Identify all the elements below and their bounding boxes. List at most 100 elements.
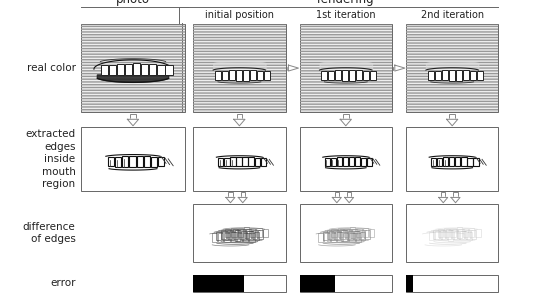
Polygon shape	[395, 65, 405, 71]
Bar	[355, 157, 360, 166]
Bar	[431, 158, 436, 166]
Bar	[81, 127, 185, 191]
Bar	[165, 65, 172, 75]
Bar	[227, 230, 232, 239]
Bar	[193, 127, 286, 191]
Bar	[448, 230, 453, 241]
Bar	[446, 229, 451, 239]
Bar	[108, 157, 114, 166]
Bar	[342, 230, 347, 241]
Bar	[463, 70, 469, 81]
Polygon shape	[333, 197, 342, 203]
Bar	[456, 227, 462, 238]
Text: difference
of edges: difference of edges	[23, 222, 76, 244]
Polygon shape	[226, 197, 235, 203]
Bar	[222, 231, 228, 240]
Bar	[300, 24, 392, 112]
Bar	[452, 229, 458, 239]
Bar	[257, 71, 263, 80]
Bar	[81, 24, 185, 112]
Bar	[321, 71, 328, 80]
Bar	[133, 63, 141, 75]
Bar	[442, 70, 448, 81]
Bar	[236, 157, 241, 166]
Bar	[222, 71, 228, 80]
Bar	[365, 230, 370, 239]
Bar	[323, 232, 328, 240]
Text: error: error	[50, 279, 76, 288]
Bar	[252, 230, 257, 239]
Text: initial position: initial position	[205, 10, 274, 20]
Bar	[333, 230, 339, 239]
Bar	[350, 227, 356, 238]
Bar	[369, 229, 374, 237]
Bar	[356, 234, 361, 242]
Bar	[363, 71, 370, 80]
Bar	[343, 157, 348, 166]
Bar	[287, 67, 288, 70]
Bar	[433, 230, 438, 239]
Bar	[216, 232, 221, 240]
Bar	[141, 64, 148, 75]
Bar	[324, 233, 330, 242]
Bar	[349, 157, 354, 166]
Bar	[151, 157, 157, 167]
Bar	[352, 229, 357, 239]
Text: 1st iteration: 1st iteration	[316, 10, 376, 20]
Bar	[467, 157, 473, 166]
Bar	[456, 70, 462, 81]
Bar	[463, 228, 468, 237]
Bar	[157, 65, 165, 75]
Bar	[258, 230, 263, 239]
Bar	[241, 231, 246, 240]
Bar	[254, 232, 259, 240]
Bar	[224, 233, 230, 242]
Bar	[346, 229, 351, 239]
Polygon shape	[439, 197, 447, 203]
Bar	[475, 229, 480, 237]
Bar	[443, 157, 449, 166]
Bar	[193, 204, 286, 262]
Bar	[461, 157, 466, 166]
Bar	[473, 158, 479, 166]
Bar	[339, 229, 345, 239]
Bar	[363, 228, 368, 237]
Bar	[449, 157, 454, 166]
Bar	[406, 24, 498, 112]
Bar	[193, 275, 244, 292]
Bar	[193, 275, 286, 292]
Bar	[122, 156, 128, 167]
Bar	[361, 157, 366, 166]
Bar	[335, 192, 339, 197]
Bar	[115, 157, 122, 167]
Bar	[437, 157, 442, 166]
Bar	[328, 71, 334, 80]
Bar	[329, 231, 334, 240]
Bar	[338, 228, 343, 237]
Bar	[130, 114, 136, 119]
Polygon shape	[288, 65, 298, 71]
Bar	[243, 70, 249, 81]
Text: rendering: rendering	[317, 0, 375, 6]
Text: photo: photo	[116, 0, 150, 6]
Bar	[300, 275, 392, 292]
Bar	[237, 233, 242, 242]
Bar	[246, 229, 251, 239]
Bar	[337, 232, 342, 242]
Bar	[406, 275, 413, 292]
Bar	[471, 230, 476, 239]
Bar	[230, 157, 236, 166]
Bar	[441, 231, 447, 240]
Bar	[129, 156, 136, 167]
Bar	[250, 228, 255, 237]
Bar	[325, 158, 330, 166]
Bar	[367, 158, 372, 166]
Bar	[212, 234, 217, 242]
Bar	[233, 229, 239, 239]
Bar	[460, 231, 465, 240]
Bar	[101, 65, 108, 75]
Bar	[221, 230, 226, 239]
Bar	[81, 24, 185, 112]
Bar	[300, 127, 392, 191]
Bar	[235, 230, 240, 241]
